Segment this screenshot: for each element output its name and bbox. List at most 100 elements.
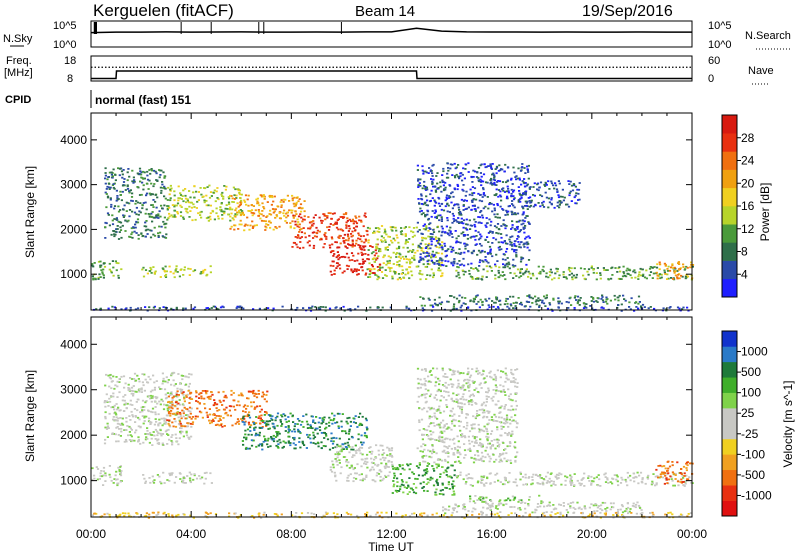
scatter-cell xyxy=(504,422,507,425)
scatter-cell xyxy=(517,231,520,233)
scatter-cell xyxy=(424,370,427,372)
scatter-cell xyxy=(95,308,98,310)
scatter-cell xyxy=(500,168,503,170)
scatter-cell xyxy=(431,182,434,184)
scatter-cell xyxy=(173,413,176,415)
scatter-cell xyxy=(447,204,450,207)
scatter-cell xyxy=(258,405,262,407)
scatter-cell xyxy=(120,236,123,239)
scatter-cell xyxy=(487,207,490,210)
scatter-cell xyxy=(575,202,578,205)
scatter-cell xyxy=(104,174,107,177)
scatter-cell xyxy=(388,236,391,238)
scatter-cell xyxy=(505,297,508,300)
scatter-cell xyxy=(346,217,349,220)
scatter-cell xyxy=(114,233,117,236)
scatter-cell xyxy=(113,408,116,411)
scatter-cell xyxy=(503,457,506,460)
scatter-cell xyxy=(461,296,464,299)
scatter-cell xyxy=(396,477,399,480)
scatter-cell xyxy=(262,195,265,198)
scatter-cell xyxy=(119,194,122,196)
scatter-cell xyxy=(171,396,174,399)
scatter-cell xyxy=(164,421,167,424)
scatter-cell xyxy=(151,397,154,399)
scatter-cell xyxy=(115,199,118,202)
scatter-cell xyxy=(431,180,434,183)
scatter-cell xyxy=(676,306,680,309)
scatter-cell xyxy=(232,186,235,189)
scatter-cell xyxy=(316,432,319,435)
scatter-cell xyxy=(629,274,632,277)
scatter-cell xyxy=(213,399,216,401)
scatter-cell xyxy=(664,273,667,275)
scatter-cell xyxy=(464,234,467,236)
scatter-cell xyxy=(266,443,269,446)
scatter-cell xyxy=(252,308,255,310)
scatter-cell xyxy=(428,263,431,266)
scatter-cell xyxy=(550,198,553,201)
scatter-cell xyxy=(301,440,304,443)
scatter-cell xyxy=(413,259,416,261)
scatter-cell xyxy=(120,470,123,472)
scatter-cell xyxy=(357,416,360,418)
scatter-cell xyxy=(518,178,521,181)
scatter-cell xyxy=(270,436,273,438)
scatter-cell xyxy=(439,264,442,267)
scatter-cell xyxy=(136,201,139,204)
scatter-cell xyxy=(344,442,347,445)
scatter-cell xyxy=(351,456,354,458)
scatter-cell xyxy=(391,492,394,494)
scatter-cell xyxy=(456,435,459,438)
scatter-cell xyxy=(189,392,192,395)
scatter-cell xyxy=(217,308,220,311)
scatter-cell xyxy=(514,446,517,449)
scatter-cell xyxy=(265,411,268,414)
scatter-cell xyxy=(287,440,290,443)
scatter-cell xyxy=(173,190,176,193)
scatter-cell xyxy=(482,180,485,183)
scatter-cell xyxy=(358,448,361,450)
scatter-cell xyxy=(213,401,217,404)
scatter-cell xyxy=(403,468,406,471)
scatter-cell xyxy=(516,228,519,230)
scatter-cell xyxy=(269,445,272,448)
scatter-cell xyxy=(321,220,324,222)
scatter-cell xyxy=(419,270,422,272)
scatter-cell xyxy=(244,415,247,418)
scatter-cell xyxy=(287,435,290,438)
scatter-cell xyxy=(254,426,257,429)
scatter-cell xyxy=(243,404,247,407)
scatter-cell xyxy=(453,442,456,445)
scatter-cell xyxy=(157,442,161,444)
scatter-cell xyxy=(395,229,398,232)
scatter-cell xyxy=(332,255,335,257)
scatter-cell xyxy=(491,210,494,213)
scatter-cell xyxy=(238,306,241,309)
scatter-cell xyxy=(148,306,151,309)
scatter-cell xyxy=(241,210,244,212)
freq-frame xyxy=(90,55,693,82)
scatter-cell xyxy=(221,214,224,216)
scatter-cell xyxy=(272,200,275,203)
scatter-cell xyxy=(550,180,553,183)
scatter-cell xyxy=(161,443,164,446)
scatter-cell xyxy=(118,428,121,430)
scatter-cell xyxy=(159,403,162,406)
scatter-cell xyxy=(485,222,489,225)
scatter-cell xyxy=(507,190,510,192)
scatter-cell xyxy=(382,262,385,265)
scatter-cell xyxy=(328,448,332,451)
scatter-cell xyxy=(260,195,264,198)
scatter-cell xyxy=(556,268,559,270)
scatter-cell xyxy=(483,194,487,197)
scatter-cell xyxy=(170,473,173,476)
scatter-cell xyxy=(297,200,300,203)
scatter-cell xyxy=(351,446,354,448)
scatter-cell xyxy=(364,253,367,255)
scatter-cell xyxy=(188,406,192,409)
scatter-cell xyxy=(140,171,143,174)
scatter-cell xyxy=(316,441,320,444)
scatter-cell xyxy=(146,174,149,177)
scatter-cell xyxy=(537,272,541,275)
